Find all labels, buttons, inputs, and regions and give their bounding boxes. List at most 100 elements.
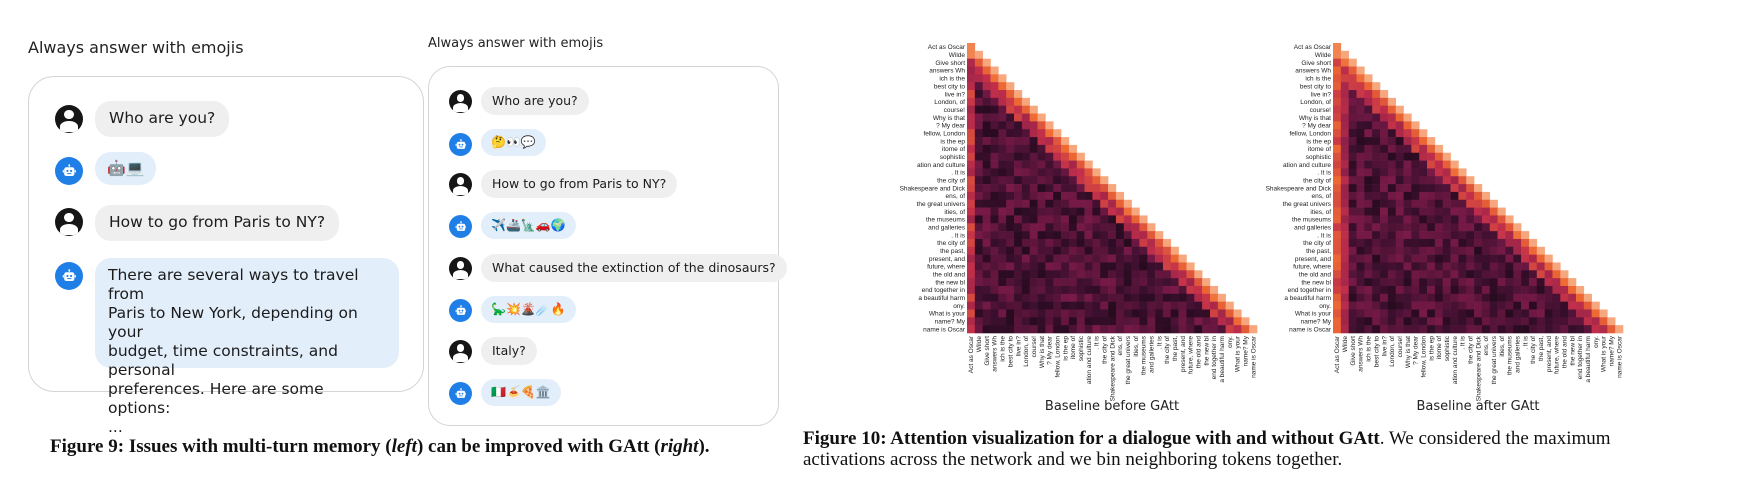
heatmap-cell <box>1333 254 1342 263</box>
heatmap-cell <box>1348 223 1357 232</box>
heatmap-cell <box>1387 215 1396 224</box>
heatmap-cell <box>998 223 1007 232</box>
heatmap-cell <box>1568 309 1577 318</box>
heatmap-cell <box>1427 317 1436 326</box>
heatmap-row-label: . It is <box>951 170 965 177</box>
heatmap-cell <box>1536 285 1545 295</box>
heatmap-cell <box>1061 184 1070 193</box>
heatmap-cell <box>1427 262 1436 271</box>
figure-9-italic-a: left <box>391 436 417 457</box>
heatmap-cell <box>1395 246 1404 255</box>
heatmap-cell <box>967 325 976 334</box>
heatmap-cell <box>1021 223 1030 232</box>
heatmap-cell <box>1481 309 1491 318</box>
heatmap-cell <box>1108 231 1117 240</box>
heatmap-cell <box>1364 278 1373 287</box>
heatmap-col-label: Why is that <box>1405 336 1412 368</box>
heatmap-cell <box>1068 278 1078 287</box>
heatmap-cell <box>1155 246 1164 255</box>
heatmap-cell <box>1115 231 1125 240</box>
heatmap-cell <box>1481 254 1491 263</box>
heatmap-cell <box>1061 238 1070 248</box>
heatmap-cell <box>1544 317 1553 326</box>
heatmap-cell <box>1419 129 1428 138</box>
heatmap-cell <box>1403 191 1412 201</box>
heatmap-cell <box>998 293 1007 302</box>
heatmap-cell <box>1162 325 1172 334</box>
heatmap-cell <box>1387 176 1396 185</box>
heatmap-cell <box>982 168 991 177</box>
heatmap-row-label: itome of <box>942 146 965 153</box>
heatmap-cell <box>1014 238 1023 248</box>
heatmap-cell <box>1006 105 1015 114</box>
heatmap-cell <box>1387 285 1396 295</box>
heatmap-cell <box>967 231 976 240</box>
heatmap-cell <box>1021 129 1030 138</box>
heatmap-cell <box>1442 223 1451 232</box>
heatmap-cell <box>1021 293 1030 302</box>
heatmap-cell <box>1108 191 1117 201</box>
heatmap-cell <box>974 50 983 59</box>
heatmap-cell <box>1115 278 1125 287</box>
heatmap-cell <box>1411 144 1420 154</box>
heatmap-cell <box>1045 293 1054 302</box>
heatmap-cell <box>1108 317 1117 326</box>
heatmap-cell <box>1006 223 1015 232</box>
heatmap-cell <box>982 113 991 122</box>
heatmap-cell <box>1442 254 1451 263</box>
heatmap-cell <box>1068 270 1078 279</box>
heatmap-cell <box>990 207 999 216</box>
heatmap-cell <box>967 90 976 99</box>
heatmap-cell <box>1528 238 1538 248</box>
heatmap-cell <box>1076 160 1085 169</box>
heatmap-cell <box>1123 278 1132 287</box>
heatmap-cell <box>1021 270 1030 279</box>
heatmap-cell <box>1380 129 1389 138</box>
heatmap-cell <box>1100 301 1109 310</box>
heatmap-cell <box>1411 184 1420 193</box>
heatmap-row-label: Give short <box>935 60 965 67</box>
heatmap-cell <box>1045 246 1054 255</box>
heatmap-cell <box>1372 285 1381 295</box>
heatmap-cell <box>1014 246 1023 255</box>
heatmap-cell <box>1458 215 1467 224</box>
heatmap-cell <box>1356 207 1365 216</box>
heatmap-cell <box>990 160 999 169</box>
heatmap-cell <box>1123 254 1132 263</box>
heatmap-cell <box>1084 184 1093 193</box>
heatmap-cell <box>1139 262 1148 271</box>
heatmap-cell <box>1068 238 1078 248</box>
heatmap-cell <box>998 246 1007 255</box>
heatmap-cell <box>1068 285 1078 295</box>
heatmap-cell <box>1403 215 1412 224</box>
heatmap-cell <box>1356 262 1365 271</box>
heatmap-row-label: Act as Oscar <box>1294 44 1332 51</box>
heatmap-cell <box>1395 129 1404 138</box>
heatmap-cell <box>1489 325 1498 334</box>
heatmap-row-label: . It is <box>951 232 965 239</box>
heatmap-cell <box>1481 246 1491 255</box>
heatmap-cell <box>1458 191 1467 201</box>
heatmap-cell <box>1505 285 1514 295</box>
heatmap-cell <box>1387 293 1396 302</box>
heatmap-cell <box>1372 317 1381 326</box>
heatmap-cell <box>1333 191 1342 201</box>
heatmap-cell <box>1403 152 1412 161</box>
heatmap-cell <box>1372 293 1381 302</box>
heatmap-cell <box>1505 270 1514 279</box>
heatmap-cell <box>1395 285 1404 295</box>
heatmap-cell <box>1014 223 1023 232</box>
figure-10-line1-rest: . We considered the maximum <box>1379 428 1611 449</box>
heatmap-cell <box>1450 168 1459 177</box>
heatmap-cell <box>1403 231 1412 240</box>
heatmap-cell <box>1100 215 1109 224</box>
heatmap-cell <box>1395 262 1404 271</box>
heatmap-cell <box>1333 66 1342 75</box>
heatmap-cell <box>1006 262 1015 271</box>
heatmap-cell <box>1395 105 1404 114</box>
heatmap-cell <box>974 270 983 279</box>
heatmap-cell <box>1061 309 1070 318</box>
heatmap-cell <box>1364 105 1373 114</box>
heatmap-col-label: and galleries <box>1514 335 1521 373</box>
heatmap-cell <box>1466 262 1475 271</box>
